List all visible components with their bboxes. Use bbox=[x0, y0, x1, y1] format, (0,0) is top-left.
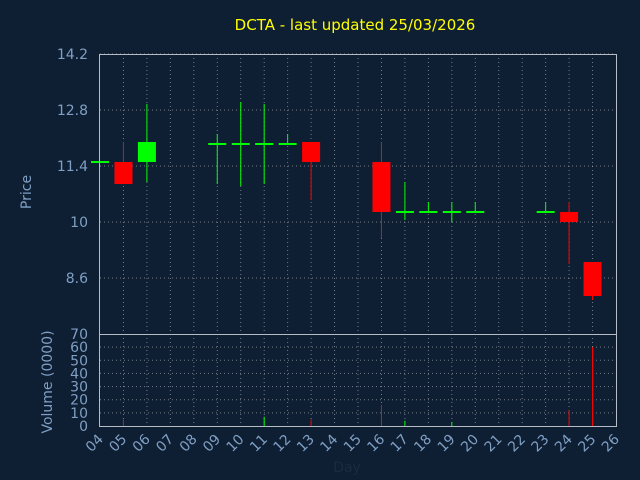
volume-tick-label: 70 bbox=[70, 327, 88, 343]
candle-13 bbox=[302, 142, 321, 200]
day-tick-label: 09 bbox=[200, 432, 224, 456]
day-tick-label: 06 bbox=[130, 431, 154, 455]
day-tick-label: 23 bbox=[529, 432, 553, 456]
candle-12 bbox=[278, 134, 297, 145]
candle-16 bbox=[372, 142, 391, 238]
day-tick-label: 11 bbox=[247, 432, 271, 456]
day-tick-label: 15 bbox=[341, 432, 365, 456]
candle-18 bbox=[419, 202, 438, 213]
price-tick-label: 12.8 bbox=[57, 103, 88, 119]
candle-25 bbox=[583, 262, 602, 300]
day-tick-label: 04 bbox=[83, 431, 107, 455]
price-panel: 14.2 12.8 11.4 10 8.6 Price bbox=[19, 47, 617, 335]
day-tick-label: 21 bbox=[482, 432, 506, 456]
day-axis-label: Day bbox=[333, 460, 361, 476]
volume-tick-label: 60 bbox=[70, 340, 88, 356]
volume-tick-label: 50 bbox=[70, 353, 88, 369]
day-tick-label: 05 bbox=[106, 432, 130, 456]
day-axis: 04 05 06 07 08 09 10 11 12 13 14 15 16 17 18 19 20 21 22 23… bbox=[83, 431, 623, 455]
candle-body bbox=[114, 162, 133, 184]
candle-05 bbox=[114, 142, 133, 184]
candle-11 bbox=[255, 104, 274, 184]
candle-body bbox=[372, 162, 391, 212]
price-tick-label: 8.6 bbox=[66, 271, 88, 287]
day-tick-label: 08 bbox=[177, 432, 201, 456]
day-tick-label: 22 bbox=[505, 432, 529, 456]
candle-body bbox=[560, 212, 579, 222]
volume-tick-label: 0 bbox=[79, 419, 88, 435]
candle-body bbox=[137, 142, 156, 162]
day-tick-label: 20 bbox=[458, 432, 482, 456]
candle-06 bbox=[137, 104, 156, 182]
candle-17 bbox=[395, 182, 414, 220]
price-tick-label: 14.2 bbox=[57, 47, 88, 63]
price-tick-label: 10 bbox=[70, 215, 88, 231]
day-tick-label: 18 bbox=[411, 432, 435, 456]
candle-24 bbox=[560, 202, 579, 264]
candle-09 bbox=[208, 134, 227, 184]
volume-tick-label: 40 bbox=[70, 366, 88, 382]
candle-19 bbox=[442, 202, 461, 222]
candle-20 bbox=[466, 202, 485, 213]
candle-23 bbox=[536, 202, 555, 213]
day-tick-label: 19 bbox=[435, 432, 459, 456]
volume-tick-label: 30 bbox=[70, 380, 88, 396]
candle-body bbox=[302, 142, 321, 162]
chart-title: DCTA - last updated 25/03/2026 bbox=[235, 16, 476, 34]
candle-10 bbox=[231, 102, 250, 186]
price-tick-label: 11.4 bbox=[57, 159, 88, 175]
day-tick-label: 14 bbox=[317, 431, 341, 455]
day-tick-label: 12 bbox=[271, 432, 295, 456]
day-tick-label: 26 bbox=[599, 431, 623, 455]
volume-plot-frame bbox=[99, 334, 617, 427]
day-tick-label: 10 bbox=[224, 432, 248, 456]
price-axis-label: Price bbox=[19, 175, 35, 209]
day-tick-label: 17 bbox=[388, 432, 412, 456]
volume-tick-label: 20 bbox=[70, 393, 88, 409]
day-tick-label: 13 bbox=[294, 432, 318, 456]
volume-axis-label: Volume (0000) bbox=[40, 330, 56, 433]
volume-tick-label: 10 bbox=[70, 406, 88, 422]
candle-body bbox=[583, 262, 602, 296]
day-tick-label: 24 bbox=[552, 431, 576, 455]
day-tick-label: 07 bbox=[153, 432, 177, 456]
day-tick-label: 25 bbox=[575, 432, 599, 456]
day-tick-label: 16 bbox=[364, 431, 388, 455]
